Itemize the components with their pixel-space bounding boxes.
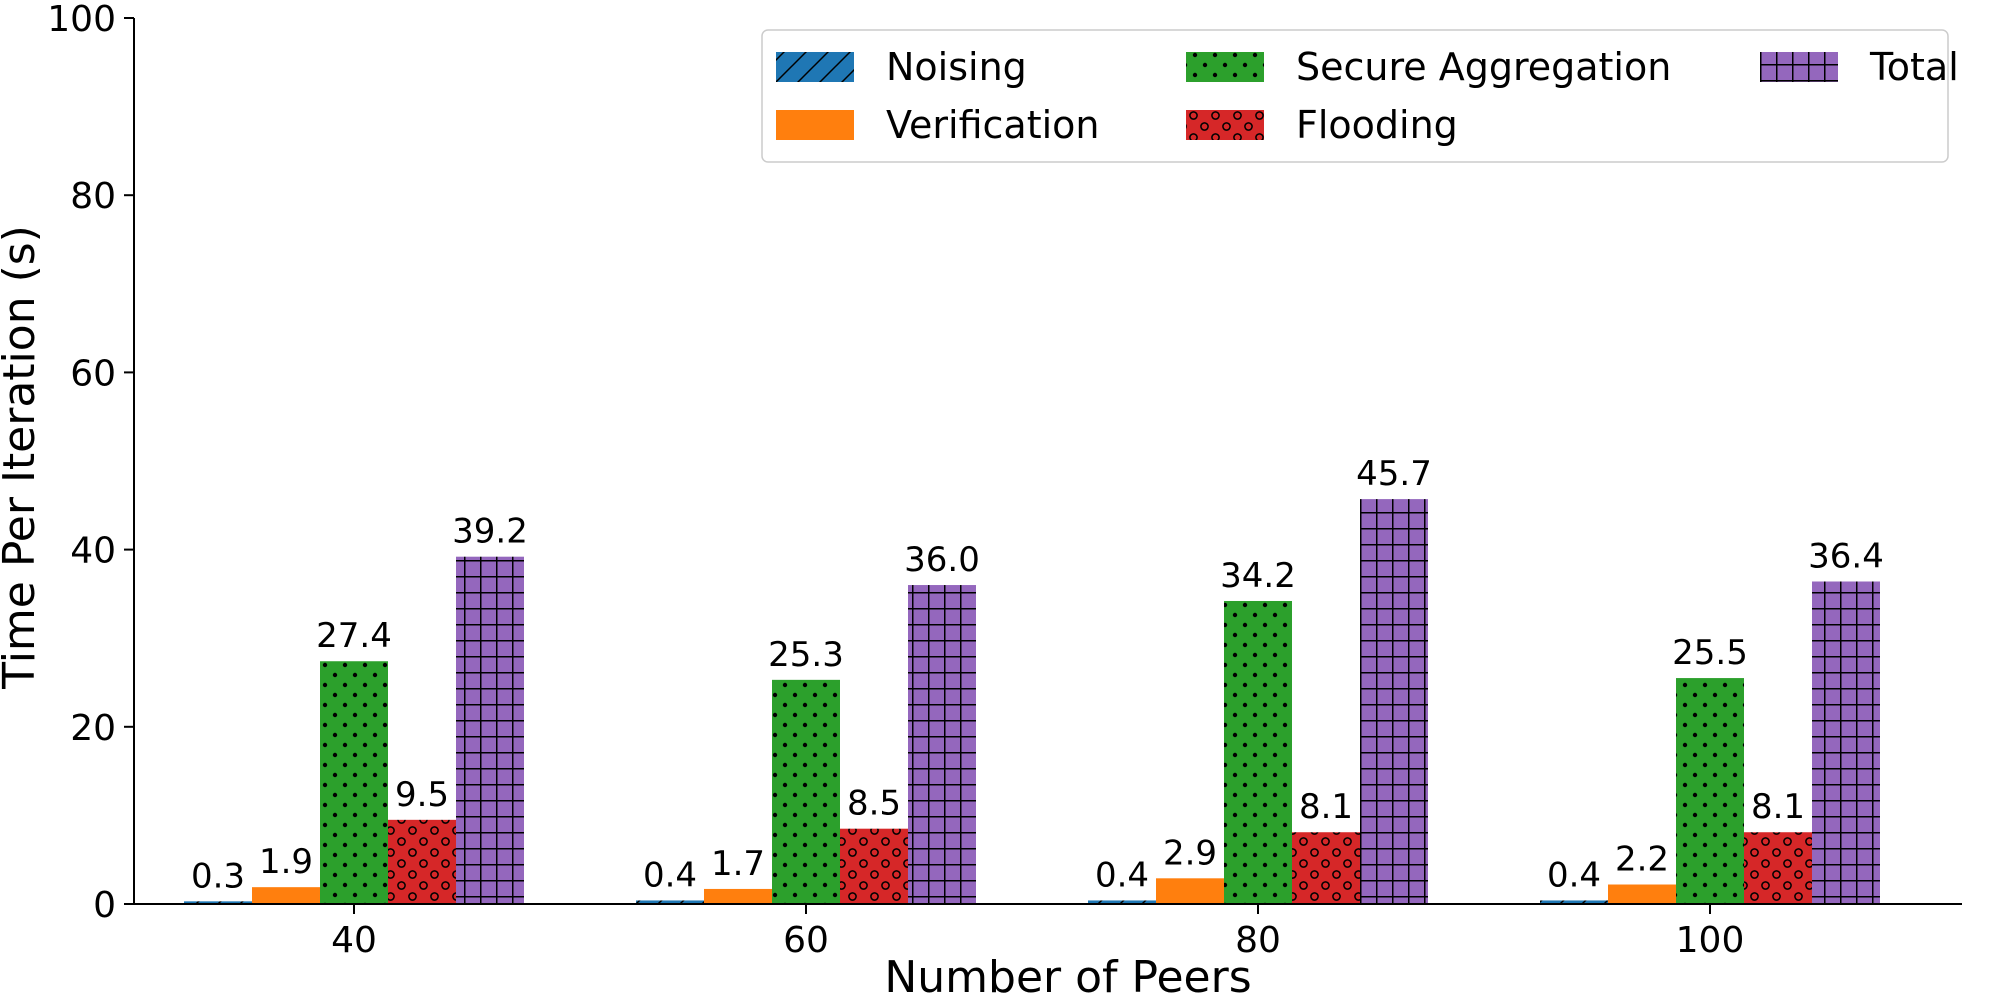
bar-noising-40 [184, 901, 252, 904]
data-label-verification-40: 1.9 [259, 842, 313, 882]
bar-total-100 [1812, 581, 1880, 904]
bar-flooding-60 [840, 828, 908, 904]
legend-swatch-verification [776, 110, 854, 140]
bar-total-80 [1360, 499, 1428, 904]
data-label-noising-80: 0.4 [1095, 855, 1149, 895]
data-label-secure-aggregation-80: 34.2 [1220, 556, 1296, 596]
data-label-flooding-60: 8.5 [847, 784, 901, 824]
axes [133, 18, 1962, 905]
data-label-total-100: 36.4 [1808, 536, 1884, 576]
legend-label-secure-aggregation: Secure Aggregation [1296, 45, 1671, 89]
legend: Noising Verification Secure Aggregation Flo… [761, 29, 1959, 163]
bar-secure-aggregation-80 [1224, 600, 1292, 904]
bar-verification-60 [704, 888, 772, 904]
bar-total-40 [456, 556, 524, 904]
x-tick-label-100: 100 [1676, 920, 1745, 961]
y-tick-label-80: 80 [70, 176, 116, 217]
legend-swatch-noising [776, 52, 854, 82]
data-label-secure-aggregation-40: 27.4 [316, 616, 392, 656]
y-tick-label-60: 60 [70, 353, 116, 394]
bar-verification-40 [252, 887, 320, 904]
data-label-total-40: 39.2 [452, 512, 528, 552]
bar-flooding-80 [1292, 832, 1360, 904]
legend-label-flooding: Flooding [1296, 103, 1458, 147]
x-tick-label-40: 40 [331, 920, 377, 961]
legend-swatch-flooding [1186, 110, 1264, 140]
x-tick-label-60: 60 [783, 920, 829, 961]
x-tick-label-80: 80 [1235, 920, 1281, 961]
bar-noising-100 [1540, 900, 1608, 904]
y-axis-title: Time Per Iteration (s) [0, 225, 45, 690]
legend-label-total: Total [1869, 45, 1959, 89]
bar-total-60 [908, 585, 976, 904]
bar-flooding-100 [1744, 832, 1812, 904]
bar-secure-aggregation-60 [772, 679, 840, 904]
data-label-total-80: 45.7 [1356, 454, 1432, 494]
x-axis-title: Number of Peers [884, 952, 1251, 1000]
legend-label-noising: Noising [886, 45, 1027, 89]
data-label-noising-100: 0.4 [1547, 855, 1601, 895]
data-label-flooding-100: 8.1 [1751, 787, 1805, 827]
legend-frame [761, 29, 1949, 163]
data-label-flooding-40: 9.5 [395, 775, 449, 815]
legend-swatch-total [1760, 52, 1838, 82]
data-label-flooding-80: 8.1 [1299, 787, 1353, 827]
bar-secure-aggregation-100 [1676, 678, 1744, 904]
bar-verification-100 [1608, 884, 1676, 904]
bar-verification-80 [1156, 878, 1224, 904]
data-label-secure-aggregation-60: 25.3 [768, 635, 844, 675]
data-label-secure-aggregation-100: 25.5 [1672, 633, 1748, 673]
bar-flooding-40 [388, 819, 456, 904]
legend-label-verification: Verification [886, 103, 1100, 147]
y-tick-label-20: 20 [70, 708, 116, 749]
bar-secure-aggregation-40 [320, 661, 388, 904]
data-label-total-60: 36.0 [904, 540, 980, 580]
data-label-noising-60: 0.4 [643, 855, 697, 895]
bars-layer [184, 499, 1880, 904]
bar-noising-60 [636, 900, 704, 904]
y-tick-label-0: 0 [93, 885, 116, 926]
bar-noising-80 [1088, 900, 1156, 904]
y-ticks: 0 20 40 60 80 100 [47, 0, 134, 926]
data-labels-layer: 0.3 0.4 0.4 0.4 1.9 1.7 2.9 2.2 27.4 25.3 34.2 25.5… [191, 454, 1884, 896]
x-ticks: 40 60 80 100 [331, 904, 1744, 961]
data-label-noising-40: 0.3 [191, 856, 245, 896]
data-label-verification-100: 2.2 [1615, 840, 1669, 880]
y-tick-label-100: 100 [47, 0, 116, 40]
data-label-verification-60: 1.7 [711, 844, 765, 884]
legend-swatch-secure-aggregation [1186, 52, 1264, 82]
y-tick-label-40: 40 [70, 531, 116, 572]
data-label-verification-80: 2.9 [1163, 833, 1217, 873]
